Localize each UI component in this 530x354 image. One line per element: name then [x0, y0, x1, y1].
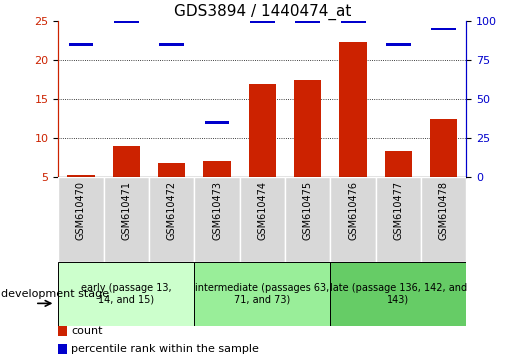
Bar [205, 121, 229, 124]
Title: GDS3894 / 1440474_at: GDS3894 / 1440474_at [174, 4, 351, 20]
Bar [67, 176, 94, 177]
Bar [421, 177, 466, 262]
Bar [330, 177, 376, 262]
Bar [386, 43, 411, 46]
Text: GSM610476: GSM610476 [348, 181, 358, 240]
Bar [149, 177, 195, 262]
Text: count: count [72, 326, 103, 336]
Bar [159, 43, 184, 46]
Bar [58, 326, 67, 336]
Bar [58, 177, 104, 262]
Bar [295, 20, 320, 23]
Text: late (passage 136, 142, and
143): late (passage 136, 142, and 143) [330, 283, 467, 305]
Bar [195, 177, 240, 262]
Text: intermediate (passages 63,
71, and 73): intermediate (passages 63, 71, and 73) [195, 283, 330, 305]
Bar [114, 20, 139, 23]
Text: GSM610470: GSM610470 [76, 181, 86, 240]
Text: GSM610475: GSM610475 [303, 181, 313, 240]
Text: GSM610472: GSM610472 [166, 181, 176, 240]
Text: percentile rank within the sample: percentile rank within the sample [72, 344, 259, 354]
Bar [285, 177, 330, 262]
Bar [68, 43, 93, 46]
Bar [158, 163, 186, 177]
Bar [341, 20, 366, 23]
Bar [104, 177, 149, 262]
Bar [58, 344, 67, 354]
Bar [195, 262, 330, 326]
Bar [294, 80, 321, 177]
Bar [250, 20, 275, 23]
Text: GSM610478: GSM610478 [439, 181, 449, 240]
Bar [431, 28, 456, 30]
Text: GSM610473: GSM610473 [212, 181, 222, 240]
Bar [330, 262, 466, 326]
Bar [249, 84, 276, 177]
Bar [339, 42, 367, 177]
Bar [240, 177, 285, 262]
Text: development stage: development stage [1, 289, 109, 299]
Bar [204, 161, 231, 177]
Bar [113, 146, 140, 177]
Text: GSM610471: GSM610471 [121, 181, 131, 240]
Bar [376, 177, 421, 262]
Bar [385, 150, 412, 177]
Text: GSM610474: GSM610474 [258, 181, 267, 240]
Text: GSM610477: GSM610477 [393, 181, 403, 240]
Bar [58, 262, 195, 326]
Bar [430, 119, 457, 177]
Text: early (passage 13,
14, and 15): early (passage 13, 14, and 15) [81, 283, 172, 305]
